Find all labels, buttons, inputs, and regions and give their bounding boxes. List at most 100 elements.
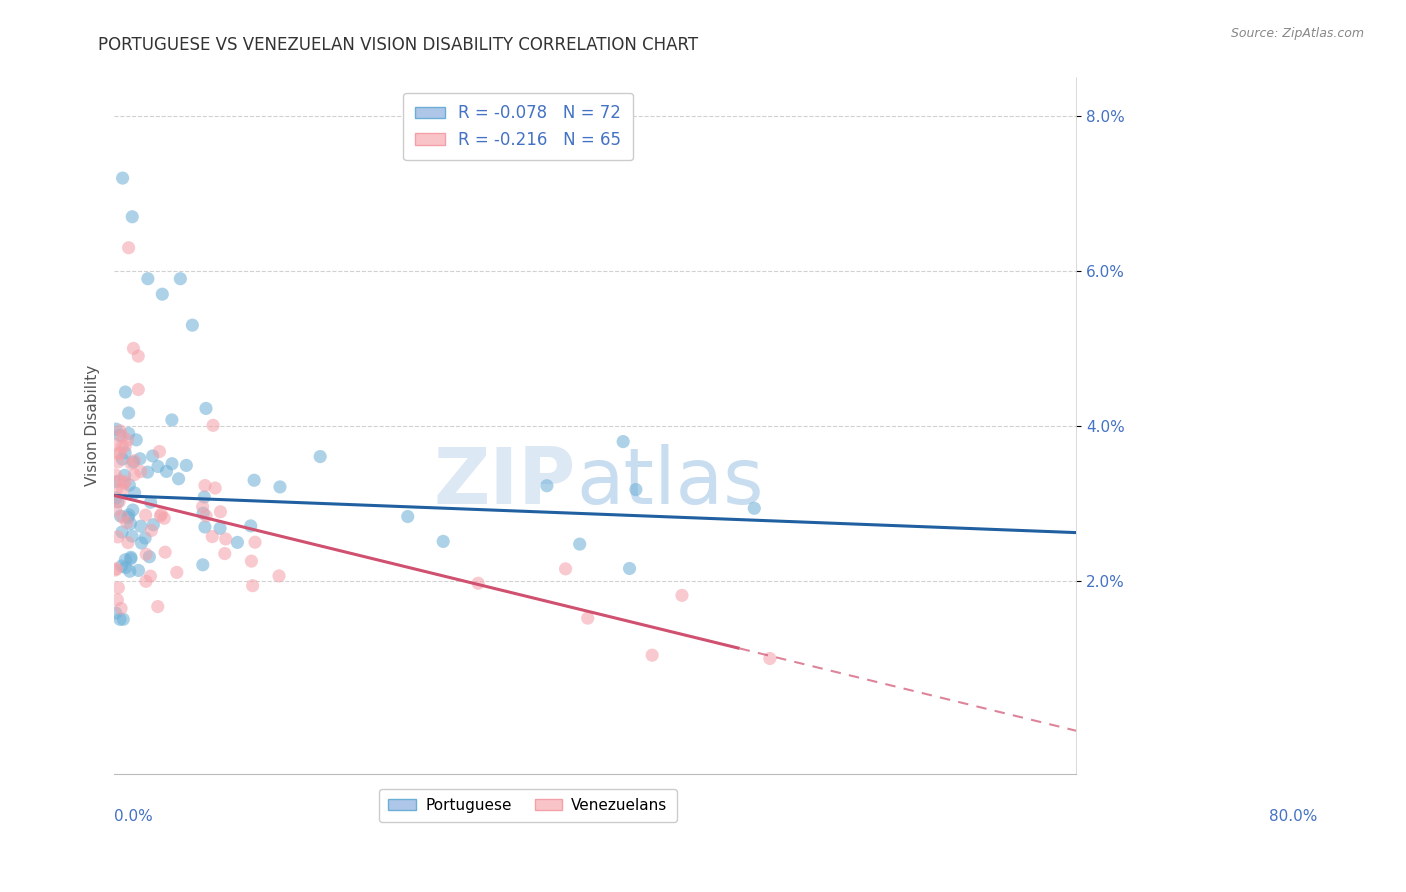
Point	[204, 481, 226, 495]
Point	[568, 537, 591, 551]
Point	[121, 210, 143, 224]
Point	[111, 525, 134, 540]
Point	[195, 401, 218, 416]
Point	[122, 342, 145, 356]
Point	[129, 465, 152, 479]
Point	[118, 478, 141, 492]
Point	[138, 549, 160, 564]
Point	[209, 505, 232, 519]
Point	[612, 434, 634, 449]
Point	[107, 495, 129, 509]
Point	[120, 516, 142, 531]
Point	[139, 569, 162, 583]
Text: 0.0%: 0.0%	[114, 809, 153, 824]
Point	[554, 562, 576, 576]
Point	[742, 501, 765, 516]
Point	[624, 483, 647, 497]
Point	[146, 599, 169, 614]
Point	[195, 508, 218, 523]
Point	[105, 562, 128, 576]
Point	[536, 479, 558, 493]
Point	[139, 495, 162, 509]
Point	[111, 483, 134, 497]
Point	[269, 480, 291, 494]
Text: PORTUGUESE VS VENEZUELAN VISION DISABILITY CORRELATION CHART: PORTUGUESE VS VENEZUELAN VISION DISABILI…	[98, 36, 699, 54]
Point	[309, 450, 332, 464]
Point	[243, 535, 266, 549]
Point	[242, 579, 264, 593]
Point	[104, 606, 127, 620]
Point	[114, 439, 136, 453]
Point	[114, 475, 136, 489]
Point	[191, 506, 214, 520]
Point	[576, 611, 599, 625]
Point	[104, 491, 127, 505]
Point	[671, 588, 693, 602]
Point	[201, 530, 224, 544]
Point	[141, 524, 163, 538]
Point	[135, 547, 157, 561]
Point	[104, 563, 127, 577]
Point	[115, 516, 138, 530]
Point	[215, 532, 238, 546]
Point	[167, 472, 190, 486]
Point	[104, 475, 127, 489]
Point	[240, 554, 263, 568]
Point	[105, 483, 128, 497]
Point	[194, 478, 217, 492]
Point	[160, 413, 183, 427]
Point	[239, 519, 262, 533]
Point	[114, 384, 136, 399]
Point	[208, 521, 231, 535]
Point	[110, 601, 132, 615]
Point	[111, 171, 134, 186]
Point	[181, 318, 204, 333]
Point	[114, 468, 136, 483]
Point	[108, 494, 131, 508]
Point	[153, 545, 176, 559]
Point	[125, 433, 148, 447]
Point	[396, 509, 419, 524]
Legend: Portuguese, Venezuelans: Portuguese, Venezuelans	[380, 789, 676, 822]
Point	[759, 651, 782, 665]
Point	[111, 429, 134, 443]
Text: atlas: atlas	[576, 443, 763, 519]
Point	[148, 444, 170, 458]
Point	[105, 422, 128, 436]
Point	[108, 446, 131, 460]
Point	[160, 457, 183, 471]
Point	[111, 559, 134, 574]
Point	[149, 509, 172, 524]
Point	[112, 612, 135, 626]
Point	[104, 437, 127, 451]
Point	[120, 550, 142, 565]
Point	[135, 574, 157, 589]
Point	[166, 566, 188, 580]
Point	[118, 406, 141, 420]
Point	[118, 564, 141, 578]
Point	[136, 271, 159, 285]
Point	[108, 474, 131, 488]
Point	[112, 476, 135, 491]
Point	[124, 467, 146, 482]
Point	[150, 287, 173, 301]
Point	[191, 500, 214, 514]
Point	[117, 241, 139, 255]
Point	[107, 530, 129, 544]
Point	[107, 581, 129, 595]
Point	[135, 508, 157, 522]
Point	[226, 535, 249, 549]
Point	[193, 490, 215, 504]
Point	[108, 447, 131, 461]
Point	[104, 503, 127, 517]
Point	[202, 418, 225, 433]
Point	[122, 455, 145, 469]
Point	[114, 553, 136, 567]
Point	[114, 446, 136, 460]
Point	[153, 511, 176, 525]
Point	[243, 473, 266, 487]
Point	[108, 612, 131, 626]
Point	[111, 440, 134, 454]
Point	[142, 517, 165, 532]
Point	[111, 510, 134, 524]
